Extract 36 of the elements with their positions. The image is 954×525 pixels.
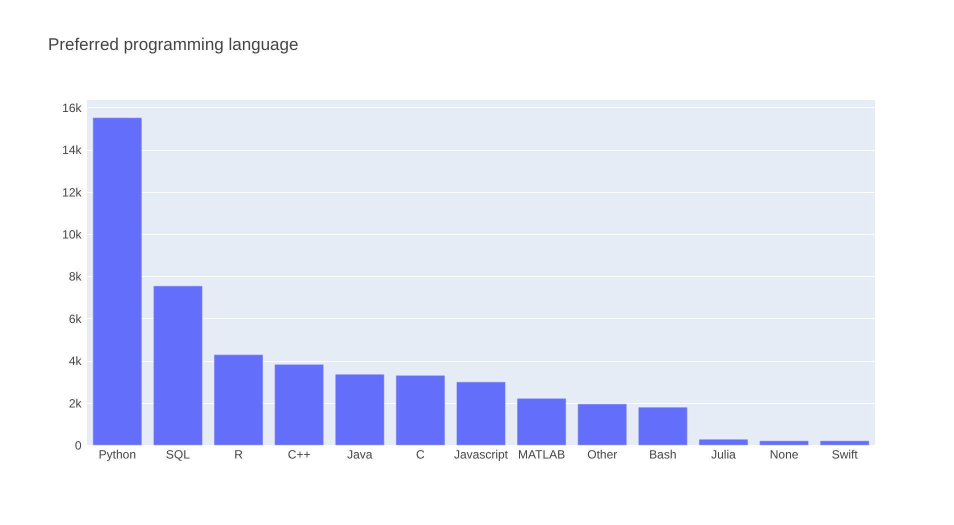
bar: [214, 354, 264, 446]
bar: [578, 404, 627, 446]
bar: [456, 382, 506, 446]
x-tick-label: C++: [288, 448, 310, 462]
bar: [335, 374, 384, 446]
y-tick-label: 2k: [68, 396, 82, 410]
bar: [92, 118, 142, 446]
bar: [517, 398, 566, 446]
y-tick-label: 12k: [62, 185, 82, 200]
x-tick-label: Python: [98, 448, 136, 462]
x-tick-label: SQL: [166, 448, 190, 462]
x-tick-label: Swift: [832, 448, 858, 462]
bar: [760, 440, 809, 446]
x-tick-label: MATLAB: [518, 448, 566, 462]
y-tick-label: 4k: [68, 354, 82, 368]
x-tick-label: Javascript: [454, 448, 509, 462]
y-tick-label: 8k: [68, 270, 82, 284]
y-tick-label: 14k: [62, 143, 82, 158]
y-tick-label: 0: [74, 438, 82, 452]
bar: [820, 440, 870, 446]
bar: [698, 439, 748, 446]
y-tick-label: 6k: [68, 312, 82, 326]
x-tick-label: Java: [347, 448, 373, 462]
x-tick-label: Julia: [711, 448, 736, 462]
y-tick-label: 10k: [62, 227, 82, 242]
x-tick-label: Other: [587, 448, 618, 462]
bar: [638, 407, 688, 446]
x-tick-label: None: [770, 448, 799, 462]
bar: [153, 286, 202, 446]
x-tick-label: C: [416, 448, 426, 462]
x-tick-label: R: [234, 448, 244, 462]
bar: [396, 375, 445, 446]
chart-title: Preferred programming language: [48, 35, 298, 54]
bar: [274, 364, 324, 446]
x-tick-label: Bash: [649, 448, 677, 462]
y-tick-label: 16k: [62, 100, 82, 115]
